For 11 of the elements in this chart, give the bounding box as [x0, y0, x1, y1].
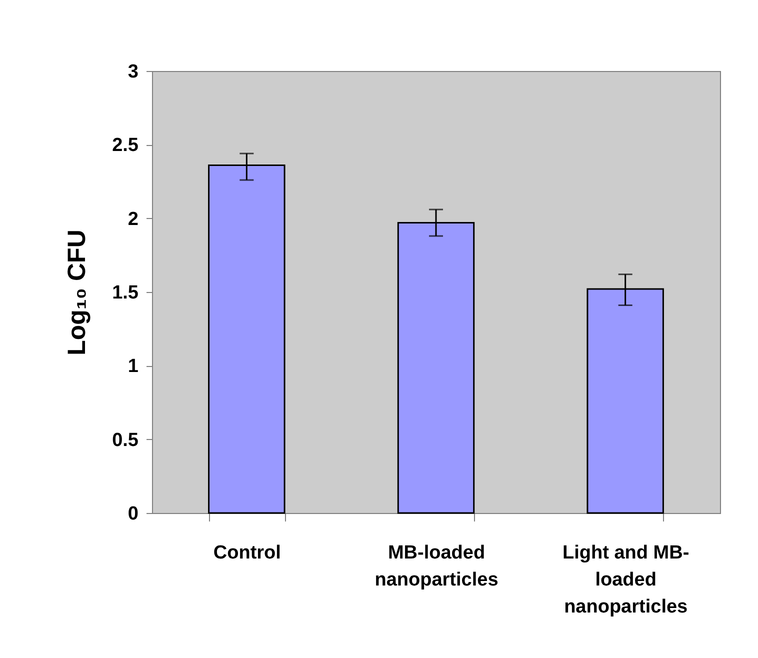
- y-tick-label: 2: [128, 208, 138, 230]
- x-tick-label: Light and MB-loaded nanoparticles: [562, 542, 690, 618]
- y-tick-label: 3: [128, 62, 138, 82]
- y-tick-label: 0.5: [112, 430, 139, 451]
- y-tick-label: 0: [128, 504, 138, 524]
- y-axis-title: Log₁₀ CFU: [63, 230, 92, 356]
- x-tick-label: Control: [213, 542, 281, 564]
- x-tick-label: MB-loaded nanoparticles: [374, 542, 498, 590]
- y-tick-label: 1.5: [112, 282, 139, 304]
- y-tick-label: 2.5: [112, 135, 139, 156]
- y-tick-label: 1: [128, 356, 139, 378]
